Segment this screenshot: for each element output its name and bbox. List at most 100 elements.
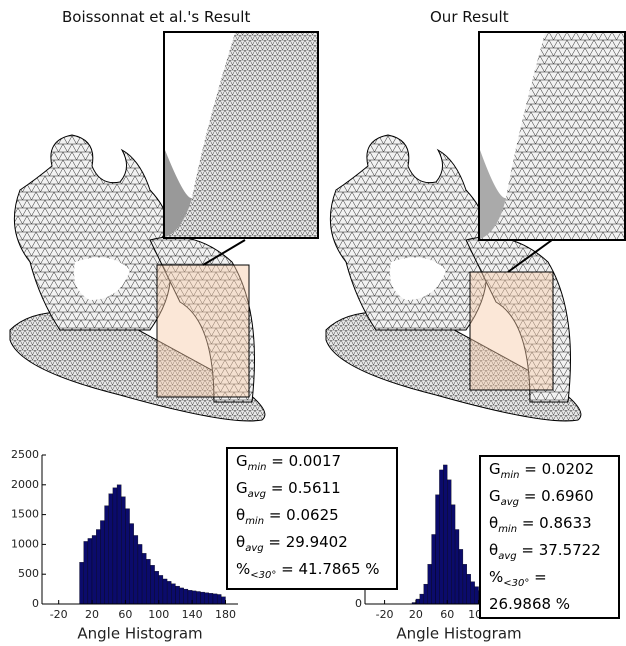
bar [163, 579, 167, 604]
bar [221, 597, 225, 604]
x-tick-label: 20 [409, 608, 423, 621]
bar [113, 488, 117, 604]
stat-symbol: θ [489, 514, 498, 532]
bar [100, 521, 104, 604]
bar [428, 564, 432, 604]
stat-subscript: avg [248, 489, 266, 500]
x-tick-label: 60 [118, 608, 132, 621]
bar [467, 574, 471, 604]
x-tick-label: -20 [376, 608, 394, 621]
stat-subscript: min [498, 524, 517, 535]
highlight-box [157, 265, 249, 397]
stat-symbol: θ [489, 541, 498, 559]
stat-subscript: min [245, 516, 264, 527]
stat-subscript: min [501, 470, 520, 481]
stat-symbol: G [236, 452, 248, 470]
page: 05001000150020002500-202060100140180Angl… [0, 0, 626, 646]
panel-title: Our Result [430, 8, 509, 26]
bar [175, 586, 179, 604]
stat-row: Gmin = 0.0202 [489, 459, 610, 486]
bar [134, 535, 138, 604]
bar [121, 497, 125, 604]
y-tick-label: 1500 [11, 508, 39, 521]
panel-title: Boissonnat et al.'s Result [62, 8, 250, 26]
highlight-box [470, 272, 553, 390]
stat-value: = 37.5722 [521, 541, 600, 559]
stat-symbol: θ [236, 506, 245, 524]
x-axis-label: Angle Histogram [77, 625, 202, 643]
bar [475, 587, 479, 604]
stat-value: = 0.0202 [524, 460, 594, 478]
bar [451, 505, 455, 604]
bar [155, 571, 159, 604]
stat-subscript: avg [501, 497, 519, 508]
y-tick-label: 0 [32, 597, 39, 610]
stat-row: θavg = 29.9402 [236, 532, 388, 559]
stat-value: = 0.6960 [524, 487, 594, 505]
stat-value: = 0.8633 [522, 514, 592, 532]
stat-symbol: G [489, 487, 501, 505]
x-tick-label: 140 [182, 608, 203, 621]
x-tick-label: 180 [215, 608, 236, 621]
bar [184, 589, 188, 604]
stat-value: = 0.0625 [269, 506, 339, 524]
stat-symbol: G [489, 460, 501, 478]
bar [84, 541, 88, 604]
bar [200, 592, 204, 604]
stat-value: = 29.9402 [268, 533, 347, 551]
bar [88, 538, 92, 604]
stat-subscript: min [248, 462, 267, 473]
stat-symbol: θ [236, 533, 245, 551]
stat-row: Gmin = 0.0017 [236, 451, 388, 478]
bar [196, 591, 200, 604]
stat-value: = 41.7865 % [281, 560, 379, 578]
stat-row: θmin = 0.0625 [236, 505, 388, 532]
stat-subscript: avg [498, 551, 516, 562]
bar [217, 594, 221, 604]
stat-row: Gavg = 0.6960 [489, 486, 610, 513]
bar [188, 590, 192, 604]
stat-symbol: % [489, 568, 503, 586]
bar [105, 506, 109, 604]
bar [142, 553, 146, 604]
bar [471, 582, 475, 604]
stat-subscript: <30° [250, 570, 276, 581]
bar [455, 530, 459, 605]
bar [171, 584, 175, 604]
bar [109, 494, 113, 604]
stat-symbol: G [236, 479, 248, 497]
bar [167, 581, 171, 604]
y-tick-label: 2500 [11, 448, 39, 461]
bar [205, 593, 209, 604]
stat-value: = 0.5611 [271, 479, 341, 497]
bar [125, 509, 129, 604]
bar [80, 562, 84, 604]
bar [209, 593, 213, 604]
bar [150, 565, 154, 604]
y-tick-label: 2000 [11, 478, 39, 491]
x-axis-label: Angle Histogram [396, 625, 521, 643]
bar [159, 575, 163, 604]
bar [432, 534, 436, 604]
x-tick-label: -20 [50, 608, 68, 621]
stat-value: = 0.0017 [271, 452, 341, 470]
stat-row: θavg = 37.5722 [489, 540, 610, 567]
x-tick-label: 60 [440, 608, 454, 621]
bar [213, 594, 217, 604]
bar [117, 485, 121, 604]
y-tick-label: 500 [18, 567, 39, 580]
bar [443, 465, 447, 604]
y-tick-label: 0 [355, 597, 362, 610]
x-tick-label: 100 [148, 608, 169, 621]
bar [96, 530, 100, 605]
bar [459, 549, 463, 604]
bar [180, 588, 184, 604]
bar [420, 594, 424, 604]
bar [138, 544, 142, 604]
bar [130, 524, 134, 604]
stat-subscript: <30° [503, 578, 529, 589]
bar [463, 564, 467, 604]
x-tick-label: 20 [85, 608, 99, 621]
